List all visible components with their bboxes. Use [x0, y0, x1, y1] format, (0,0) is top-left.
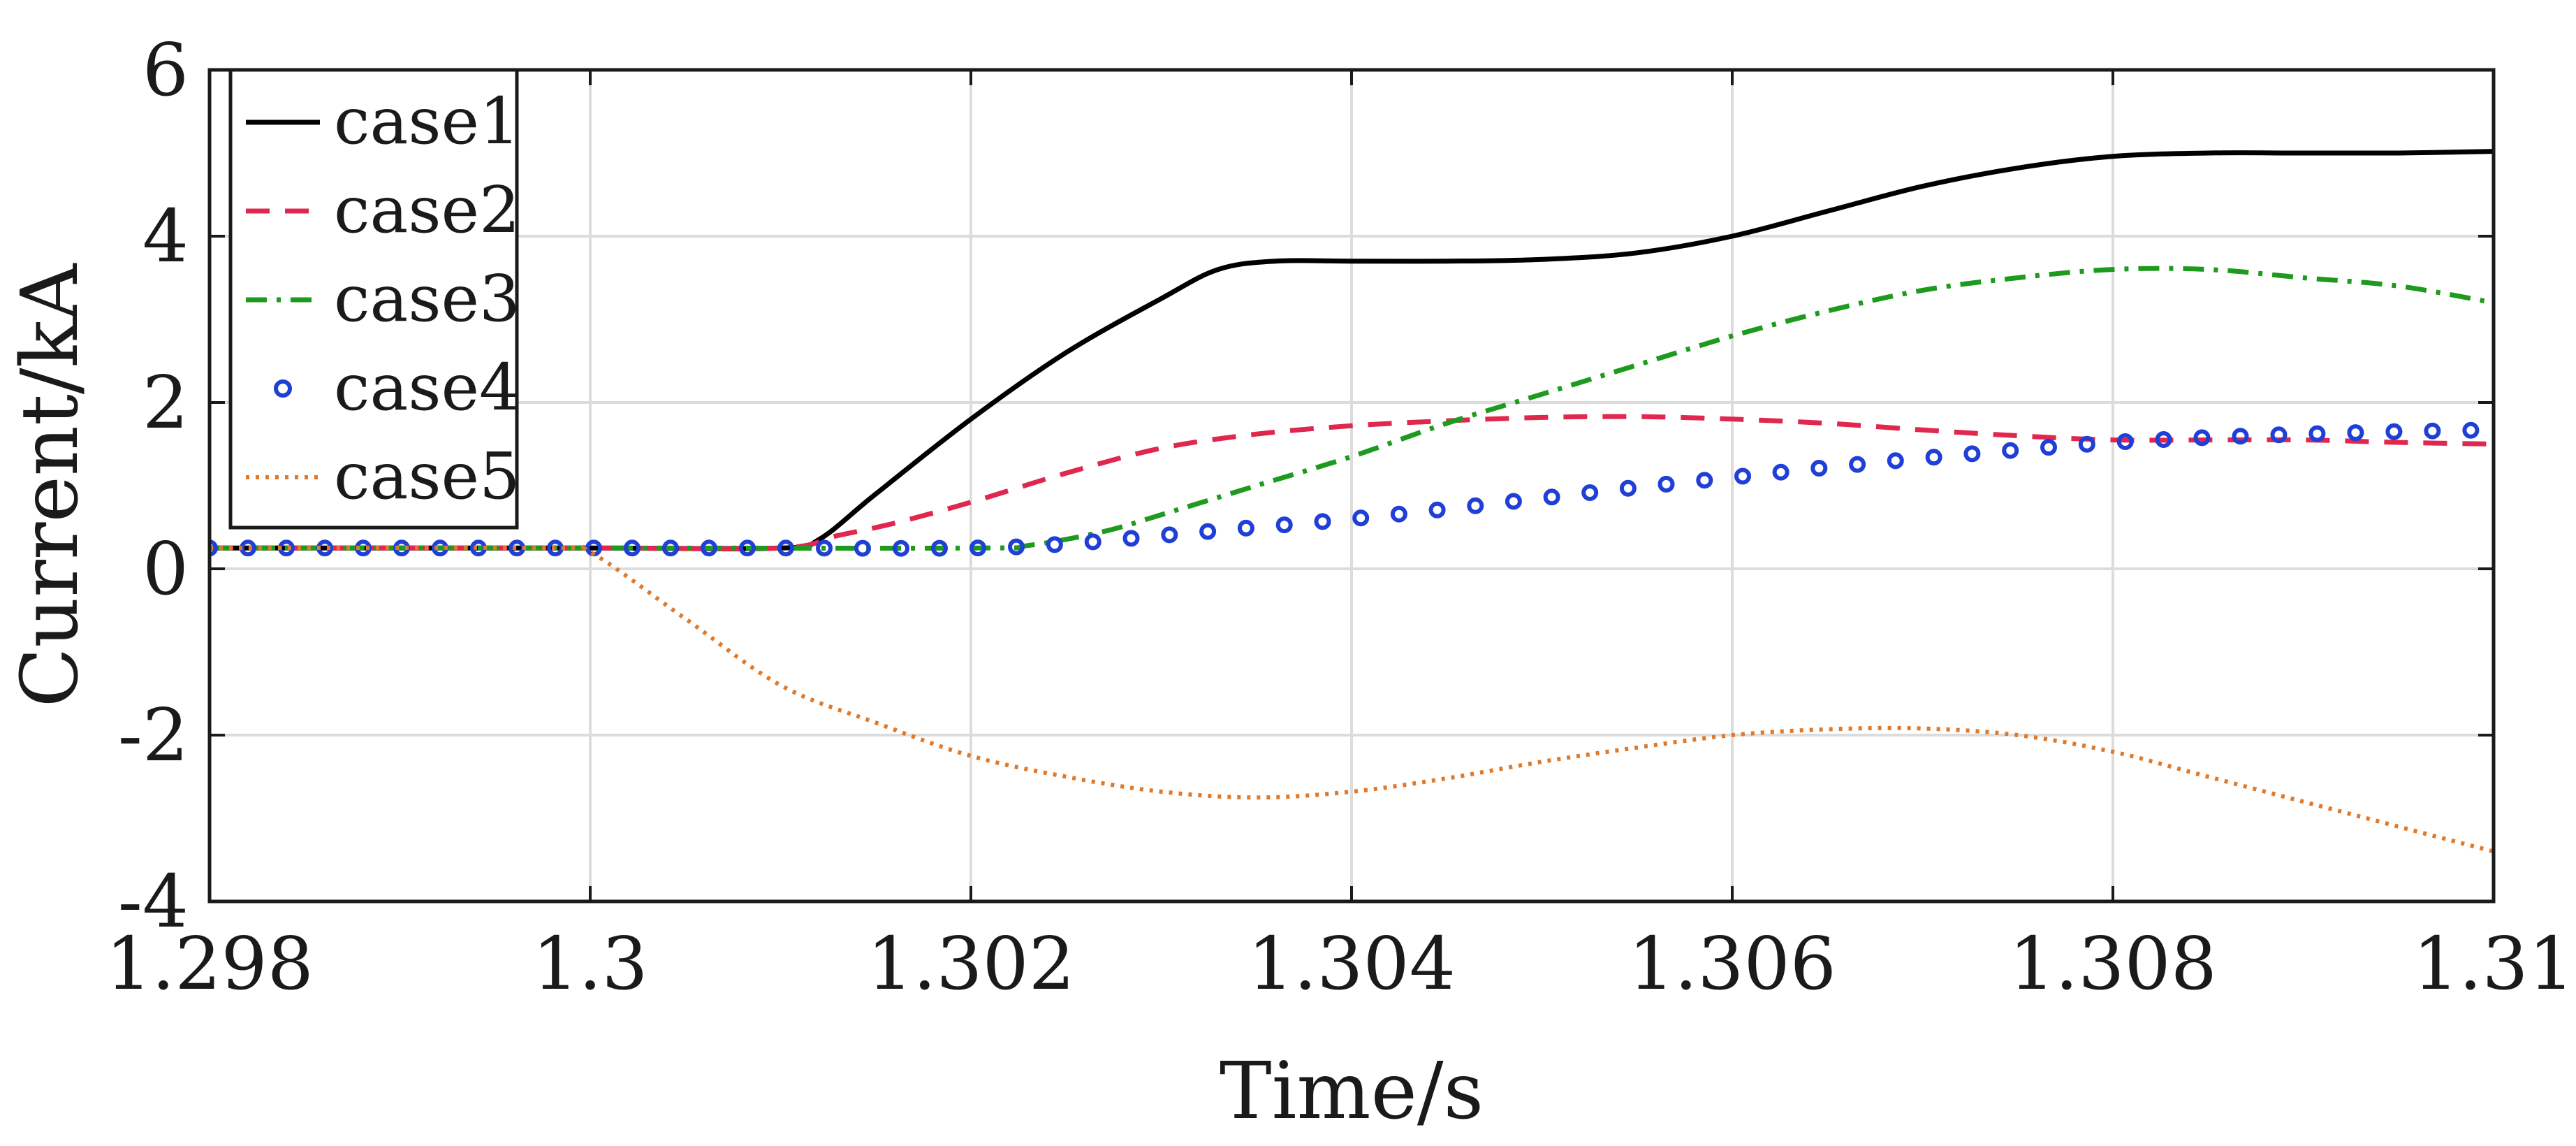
- legend-swatch-case4: [274, 379, 292, 398]
- series-case4-point: [2424, 422, 2441, 440]
- series-case4-point: [2385, 423, 2403, 440]
- legend-label-case3: case3: [334, 261, 520, 336]
- series-case4-point: [1390, 505, 1407, 523]
- series-case4-point: [739, 539, 756, 557]
- y-tick-label: 0: [142, 526, 189, 611]
- axis-ticks: 1.298 1.3 1.302 1.304 1.306 1.308 1.31 -4 -2 0 2 4 6: [105, 27, 2575, 1006]
- series-case4-point: [854, 539, 871, 557]
- series-case4-point: [816, 539, 833, 557]
- series-case4-point: [2308, 425, 2326, 442]
- series-case4-point: [2193, 429, 2211, 447]
- series-case4-point: [547, 539, 564, 557]
- series-case4-point: [2002, 442, 2019, 459]
- series-case4-point: [2347, 424, 2364, 442]
- series-case4-point: [1772, 463, 1790, 481]
- y-axis-title: Current/kA: [5, 263, 96, 707]
- series-case4-point: [1237, 519, 1254, 537]
- series-case4-point: [2462, 421, 2480, 439]
- series-case4-point: [1161, 526, 1178, 544]
- legend-label-case5: case5: [334, 439, 520, 514]
- series-case4-point: [1008, 538, 1025, 556]
- series-case4-point: [1810, 460, 1828, 477]
- series-case4-point: [1352, 509, 1370, 527]
- y-tick-label: 4: [142, 194, 189, 279]
- series-case4-point: [969, 539, 986, 557]
- series-case4-point: [624, 539, 641, 557]
- series-case4-point: [1581, 484, 1599, 501]
- series-case4-point: [2270, 426, 2288, 444]
- x-tick-label: 1.3: [532, 921, 647, 1006]
- x-axis-title: Time/s: [1220, 1046, 1484, 1137]
- legend-label-case2: case2: [334, 173, 520, 247]
- y-tick-label: -2: [118, 692, 189, 778]
- series-case4-point: [1314, 513, 1331, 530]
- x-tick-label: 1.304: [1247, 921, 1456, 1006]
- x-tick-label: 1.308: [2009, 921, 2217, 1006]
- series-case4-point: [1619, 479, 1637, 497]
- series-case4-point: [1887, 452, 1904, 470]
- series-case4-point: [1696, 472, 1713, 489]
- series-case4-point: [210, 539, 218, 557]
- x-tick-label: 1.306: [1628, 921, 1836, 1006]
- series-case4-point: [1543, 488, 1560, 506]
- series-case4-point: [1734, 467, 1751, 485]
- x-tick-label: 1.298: [105, 921, 314, 1006]
- series-group: [210, 149, 2494, 854]
- series-case4-point: [893, 539, 909, 557]
- series-case4-point: [2232, 428, 2249, 445]
- x-tick-label: 1.302: [867, 921, 1075, 1006]
- series-case4-point: [1925, 449, 1942, 466]
- series-case3-line: [210, 266, 2494, 551]
- series-case4-point: [1963, 445, 1981, 463]
- legend-label-case4: case4: [334, 350, 520, 425]
- series-case4-point: [2040, 439, 2057, 456]
- series-case4-point: [1849, 456, 1866, 473]
- series-case4-point: [1084, 533, 1102, 551]
- series-case4-point: [662, 539, 679, 557]
- series-case4-point: [1505, 493, 1522, 510]
- series-case4-point: [1467, 497, 1484, 514]
- series-case4-point: [1199, 523, 1217, 540]
- y-tick-label: -4: [118, 859, 189, 944]
- series-case4-point: [1275, 516, 1293, 534]
- series-case4-point: [777, 539, 794, 557]
- y-tick-label: 6: [142, 27, 189, 113]
- series-case4-markers: [210, 421, 2480, 557]
- series-case4-point: [2116, 433, 2134, 450]
- series-case4-point: [1428, 501, 1446, 518]
- series-case4-point: [1122, 530, 1140, 547]
- x-tick-label: 1.31: [2413, 921, 2575, 1006]
- series-case4-point: [1046, 536, 1063, 553]
- series-case4-point: [1657, 475, 1675, 493]
- series-case4-point: [931, 539, 948, 557]
- series-case4-point: [701, 539, 717, 557]
- series-case4-point: [2078, 435, 2095, 453]
- y-tick-label: 2: [142, 360, 189, 445]
- legend-label-case1: case1: [334, 84, 520, 159]
- series-case4-point: [2155, 431, 2172, 448]
- legend: case1 case2 case3 case4 case5: [228, 68, 520, 530]
